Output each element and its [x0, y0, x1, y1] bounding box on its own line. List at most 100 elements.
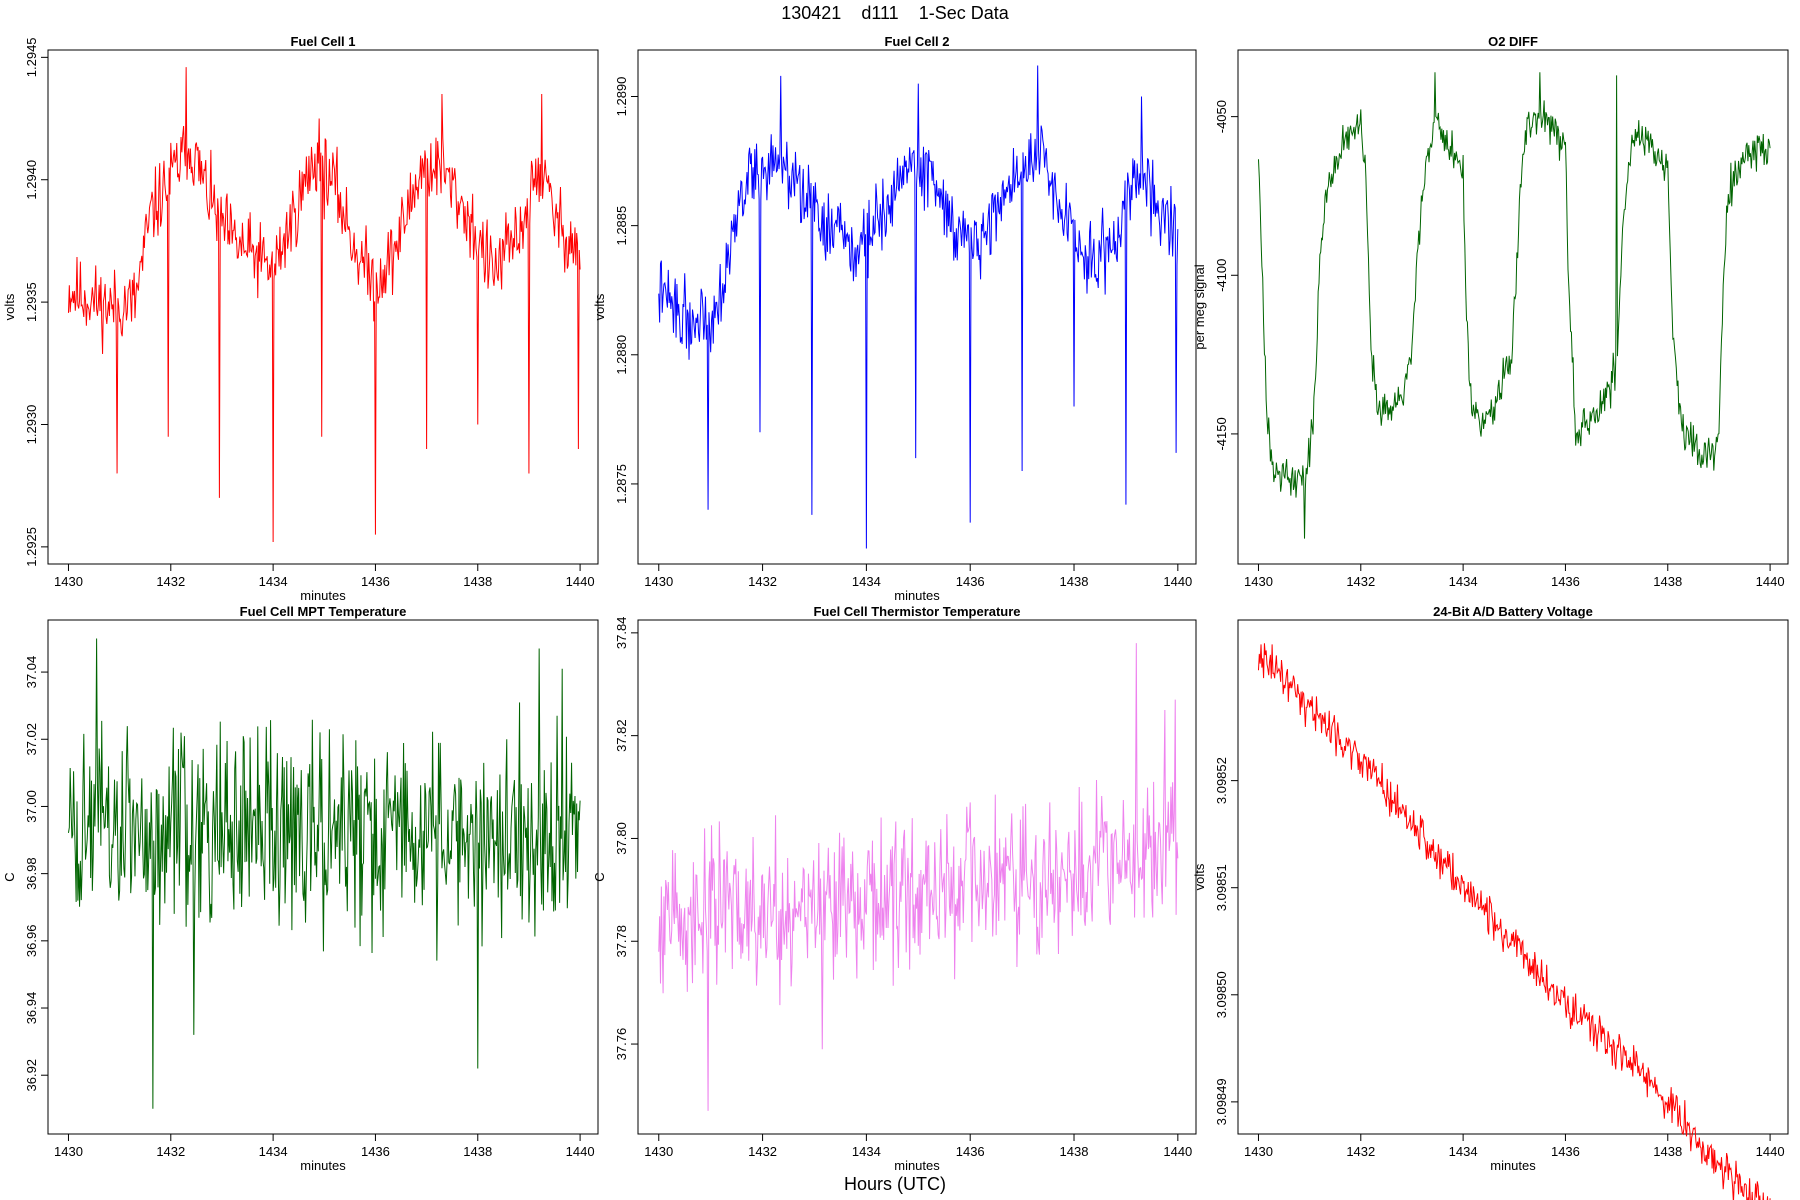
- y-tick-label: 36.94: [24, 992, 39, 1025]
- x-tick-label: 1438: [1060, 574, 1089, 589]
- x-tick-label: 1440: [1756, 574, 1785, 589]
- x-tick-label: 1430: [1244, 1144, 1273, 1159]
- panels: Fuel Cell 1 1430 1432 1434 1436 1438 1440 1.292…: [2, 34, 1789, 1200]
- series-line: [67, 638, 581, 1109]
- y-tick-label: 37.84: [614, 617, 629, 650]
- panel-title: Fuel Cell 2: [884, 34, 949, 49]
- y-tick-label: 1.2890: [614, 77, 629, 117]
- panel-5: Fuel Cell Thermistor Temperature 1430 1432…: [592, 604, 1197, 1173]
- y-axis-label: C: [2, 872, 17, 881]
- plot-frame: [637, 49, 1197, 565]
- x-tick-label: 1436: [956, 574, 985, 589]
- y-tick-label: 37.02: [24, 723, 39, 756]
- panel-title: Fuel Cell 1: [290, 34, 355, 49]
- y-tick-label: 1.2880: [614, 335, 629, 375]
- x-tick-label: 1440: [1756, 1144, 1785, 1159]
- panel-title: O2 DIFF: [1488, 34, 1538, 49]
- x-tick-label: 1436: [1551, 1144, 1580, 1159]
- y-tick-label: 3.09852: [1214, 757, 1229, 804]
- x-tick-label: 1432: [156, 574, 185, 589]
- x-tick-label: 1438: [463, 574, 492, 589]
- panel-2: Fuel Cell 2 1430 1432 1434 1436 1438 1440 1.287…: [592, 34, 1197, 603]
- y-axis-label: volts: [592, 293, 607, 320]
- x-tick-label: 1430: [644, 574, 673, 589]
- panel-6: 24-Bit A/D Battery Voltage 1430 1432 1434 14…: [1192, 604, 1789, 1200]
- plot-frame: [637, 619, 1197, 1135]
- panel-title: Fuel Cell Thermistor Temperature: [813, 604, 1020, 619]
- x-axis-label: minutes: [894, 588, 940, 603]
- y-tick-label: 1.2925: [24, 527, 39, 567]
- y-tick-label: 1.2875: [614, 464, 629, 504]
- x-tick-label: 1440: [566, 1144, 595, 1159]
- x-tick-label: 1432: [1346, 1144, 1375, 1159]
- panel-3: O2 DIFF 1430 1432 1434 1436 1438 1440 -4150 -410…: [1192, 34, 1789, 589]
- panel-title: 24-Bit A/D Battery Voltage: [1433, 604, 1593, 619]
- y-tick-label: 1.2945: [24, 37, 39, 77]
- y-tick-label: 37.80: [614, 822, 629, 855]
- y-tick-label: -4050: [1214, 100, 1229, 133]
- y-axis-label: volts: [2, 293, 17, 320]
- x-tick-label: 1434: [1449, 1144, 1478, 1159]
- panel-4: Fuel Cell MPT Temperature 1430 1432 1434 143…: [2, 604, 599, 1173]
- x-tick-label: 1430: [644, 1144, 673, 1159]
- panel-1: Fuel Cell 1 1430 1432 1434 1436 1438 1440 1.292…: [2, 34, 599, 603]
- series-line: [658, 643, 1179, 1111]
- plot-frame: [1237, 49, 1789, 565]
- x-tick-label: 1430: [54, 574, 83, 589]
- x-axis-label: minutes: [894, 1158, 940, 1173]
- x-tick-label: 1436: [361, 574, 390, 589]
- x-tick-label: 1438: [1653, 574, 1682, 589]
- y-axis-label: volts: [1192, 863, 1207, 890]
- plot-frame: [47, 619, 599, 1135]
- y-tick-label: 37.78: [614, 925, 629, 958]
- plot-frame: [1237, 619, 1789, 1135]
- x-tick-label: 1440: [1163, 574, 1192, 589]
- y-tick-label: 3.09850: [1214, 971, 1229, 1018]
- x-tick-label: 1440: [566, 574, 595, 589]
- plot-frame: [47, 49, 599, 565]
- y-tick-label: 37.00: [24, 790, 39, 823]
- x-tick-label: 1438: [1060, 1144, 1089, 1159]
- x-tick-label: 1436: [1551, 574, 1580, 589]
- y-tick-label: 3.09851: [1214, 864, 1229, 911]
- x-tick-label: 1434: [1449, 574, 1478, 589]
- x-tick-label: 1430: [54, 1144, 83, 1159]
- y-tick-label: 1.2930: [24, 405, 39, 445]
- y-axis-label: per meg signal: [1192, 264, 1207, 349]
- x-tick-label: 1434: [259, 574, 288, 589]
- y-tick-label: 36.96: [24, 925, 39, 958]
- x-tick-label: 1432: [748, 574, 777, 589]
- y-tick-label: 37.76: [614, 1028, 629, 1061]
- y-tick-label: -4100: [1214, 259, 1229, 292]
- y-tick-label: 3.09849: [1214, 1078, 1229, 1125]
- x-tick-label: 1432: [1346, 574, 1375, 589]
- x-tick-label: 1438: [1653, 1144, 1682, 1159]
- x-tick-label: 1430: [1244, 574, 1273, 589]
- y-tick-label: 36.98: [24, 857, 39, 890]
- series-line: [658, 65, 1179, 549]
- y-tick-label: 1.2885: [614, 206, 629, 246]
- x-tick-label: 1432: [156, 1144, 185, 1159]
- x-tick-label: 1436: [361, 1144, 390, 1159]
- series-line: [1257, 72, 1771, 539]
- x-tick-label: 1432: [748, 1144, 777, 1159]
- x-tick-label: 1434: [852, 1144, 881, 1159]
- x-tick-label: 1440: [1163, 1144, 1192, 1159]
- panel-title: Fuel Cell MPT Temperature: [240, 604, 407, 619]
- y-tick-label: 1.2935: [24, 282, 39, 322]
- x-axis-label: minutes: [1490, 1158, 1536, 1173]
- figure-title: 130421 d111 1-Sec Data: [781, 3, 1009, 23]
- y-tick-label: 37.82: [614, 719, 629, 752]
- x-tick-label: 1434: [852, 574, 881, 589]
- x-axis-label: minutes: [300, 1158, 346, 1173]
- y-tick-label: 37.04: [24, 656, 39, 689]
- x-tick-label: 1436: [956, 1144, 985, 1159]
- common-x-axis-label: Hours (UTC): [844, 1174, 946, 1194]
- y-tick-label: -4150: [1214, 417, 1229, 450]
- x-tick-label: 1438: [463, 1144, 492, 1159]
- y-tick-label: 1.2940: [24, 160, 39, 200]
- y-tick-label: 36.92: [24, 1059, 39, 1092]
- x-axis-label: minutes: [300, 588, 346, 603]
- y-axis-label: C: [592, 872, 607, 881]
